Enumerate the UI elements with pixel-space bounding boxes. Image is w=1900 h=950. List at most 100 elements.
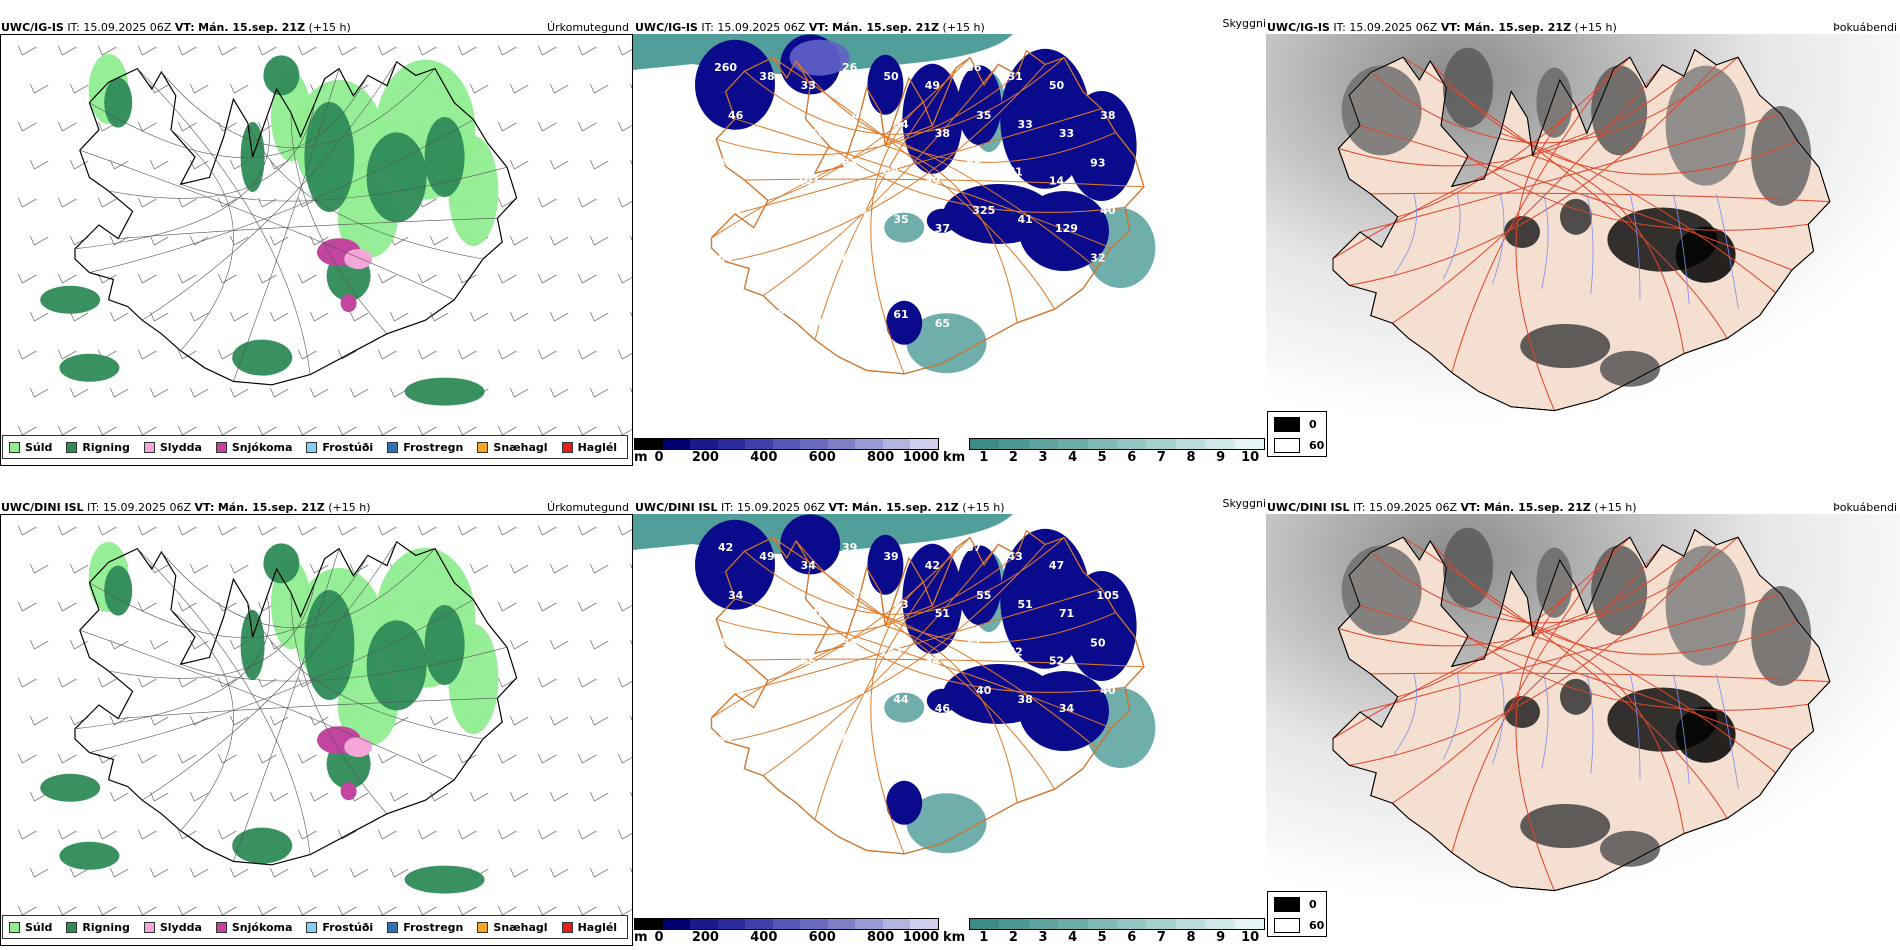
panel-header: UWC/IG-IS IT: 15.09.2025 06Z VT: Mán. 15… [1,21,351,34]
cloud-base-label: 49 [759,645,774,658]
panel-header: UWC/DINI ISL IT: 15.09.2025 06Z VT: Mán.… [1,501,371,514]
cloud-base-label: 58 [769,598,784,611]
cloud-base-label: 50 [883,70,899,83]
panel-header: UWC/DINI ISL IT: 15.09.2025 06Z VT: Mán.… [635,501,1005,514]
legend-swatch [387,921,399,933]
legend-swatch [306,441,318,453]
colorbar-segment [1175,439,1206,449]
colorbar-segment [662,919,691,929]
colorbar-tick: 1000 [902,930,940,945]
colorbar-tick: 1 [979,930,989,945]
colorbar-segment [827,919,856,929]
cloud-base-label: 75 [883,741,898,754]
model-name: UWC/DINI ISL [1,501,84,514]
legend-swatch [477,441,489,453]
fog-panel-dini: UWC/DINI ISL IT: 15.09.2025 06Z VT: Mán.… [1266,494,1900,946]
cloud-base-label: 71 [1007,165,1022,178]
cloud-base-label: 65 [801,654,816,667]
cloud-base-label: 61 [893,308,908,321]
cloud-base-label: 67 [852,684,867,697]
roads [1332,536,1830,891]
colorbar-segment [1028,439,1059,449]
colorbar-segment [1205,919,1235,929]
colorbar-segment [800,439,828,449]
cloud-base-label: 50 [718,252,734,265]
colorbar-segment [827,439,856,449]
cloud-base-label: 33 [801,79,816,92]
cloud-base-label: 39 [925,270,940,283]
cloud-base-label: 143 [880,645,903,658]
cloud-base-label: 33 [925,750,940,763]
colorbar-tick: 4 [1068,450,1078,465]
cloud-base-label: 93 [1090,156,1105,169]
cloud-base-label: 32 [728,299,743,312]
cloud-base-label: 66 [811,127,827,140]
cloud-base-label: 51 [935,607,950,620]
colorbar-tick: 200 [691,450,719,465]
roads [74,541,508,862]
cloud-base-label: 92 [883,261,898,274]
visibility-unit: km [943,930,966,945]
visibility-unit: km [943,450,966,465]
cloud-base-label: 38 [935,127,950,140]
colorbar-tick: 3 [1038,930,1048,945]
colorbar-tick: 10 [1241,450,1260,465]
cloud-base-label: 83 [842,156,857,169]
model-name: UWC/IG-IS [1,21,64,34]
colorbar-tick: 9 [1216,450,1226,465]
colorbar-tick: 800 [867,450,895,465]
legend-swatch [477,921,489,933]
colorbar-segment [717,439,746,449]
legend-item: Frostúði [306,441,373,454]
cloud-base-label: 34 [728,589,744,602]
cloud-base-label: 50 [1049,79,1065,92]
panel-header: UWC/DINI ISL IT: 15.09.2025 06Z VT: Mán.… [1267,501,1637,514]
colorbar-segment [635,439,663,449]
colorbar-tick: 5 [1097,450,1107,465]
colorbar-segment [1234,439,1265,449]
cloud-base-label: 260 [714,61,737,74]
legend-swatch [66,921,78,933]
cloud-base-label: 62 [1007,741,1022,754]
cloud-base-label: 56 [842,636,858,649]
cloud-base-label: 49 [759,550,774,563]
cloud-base-label: 37 [935,222,950,235]
colorbar-segment [970,439,1000,449]
colorbar-segment [1234,919,1265,929]
cloud-base-label: 225 [972,299,995,312]
colorbar-segment [772,919,801,929]
cloud-base-label: 49 [925,79,940,92]
fog-shading [1341,47,1812,387]
colorbar-segment [745,919,773,929]
cloud-base-label: 62 [1007,645,1022,658]
legend-item: Frostregn [387,441,463,454]
colorbar-segment [690,919,718,929]
cloud-base-label: 39 [718,732,733,745]
cloud-base-label: 46 [728,109,744,122]
cloud-base-label: 128 [797,750,820,763]
cloud-base-label: 47 [759,165,774,178]
cloud-base-label: 37 [1017,308,1032,321]
legend-item: Slydda [143,921,202,934]
cloud-base-label: 38 [1049,270,1064,283]
cloud-base-label: 57 [769,118,784,131]
colorbar-segment [1175,919,1206,929]
cloud-base-label: 40 [769,213,785,226]
cloud-base-label: 33 [1017,118,1032,131]
colorbar-tick: 5 [1097,930,1107,945]
colorbar-segment [910,439,939,449]
roads [710,529,1145,855]
legend-item: Frostúði [306,921,373,934]
colorbar-tick: 0 [654,450,664,465]
ceiling-visibility-map: 42 49 34 39 39 42 57 43 47 61 34 58 40 38 43 51 55 51 71 10… [633,514,1266,914]
colorbar-tick: 7 [1156,450,1166,465]
cloud-base-label: 47 [1049,559,1064,572]
colorbar-segment [1146,919,1176,929]
cloud-base-label: 34 [1059,702,1075,715]
precip-panel-dini: UWC/DINI ISL IT: 15.09.2025 06Z VT: Mán.… [0,494,633,946]
cloud-base-label: 105 [1096,589,1119,602]
legend-item: Súld [9,921,52,934]
cloud-base-label: 85 [966,156,981,169]
cloud-base-label: 34 [925,654,941,667]
legend-item: Snæhagl [477,921,548,934]
